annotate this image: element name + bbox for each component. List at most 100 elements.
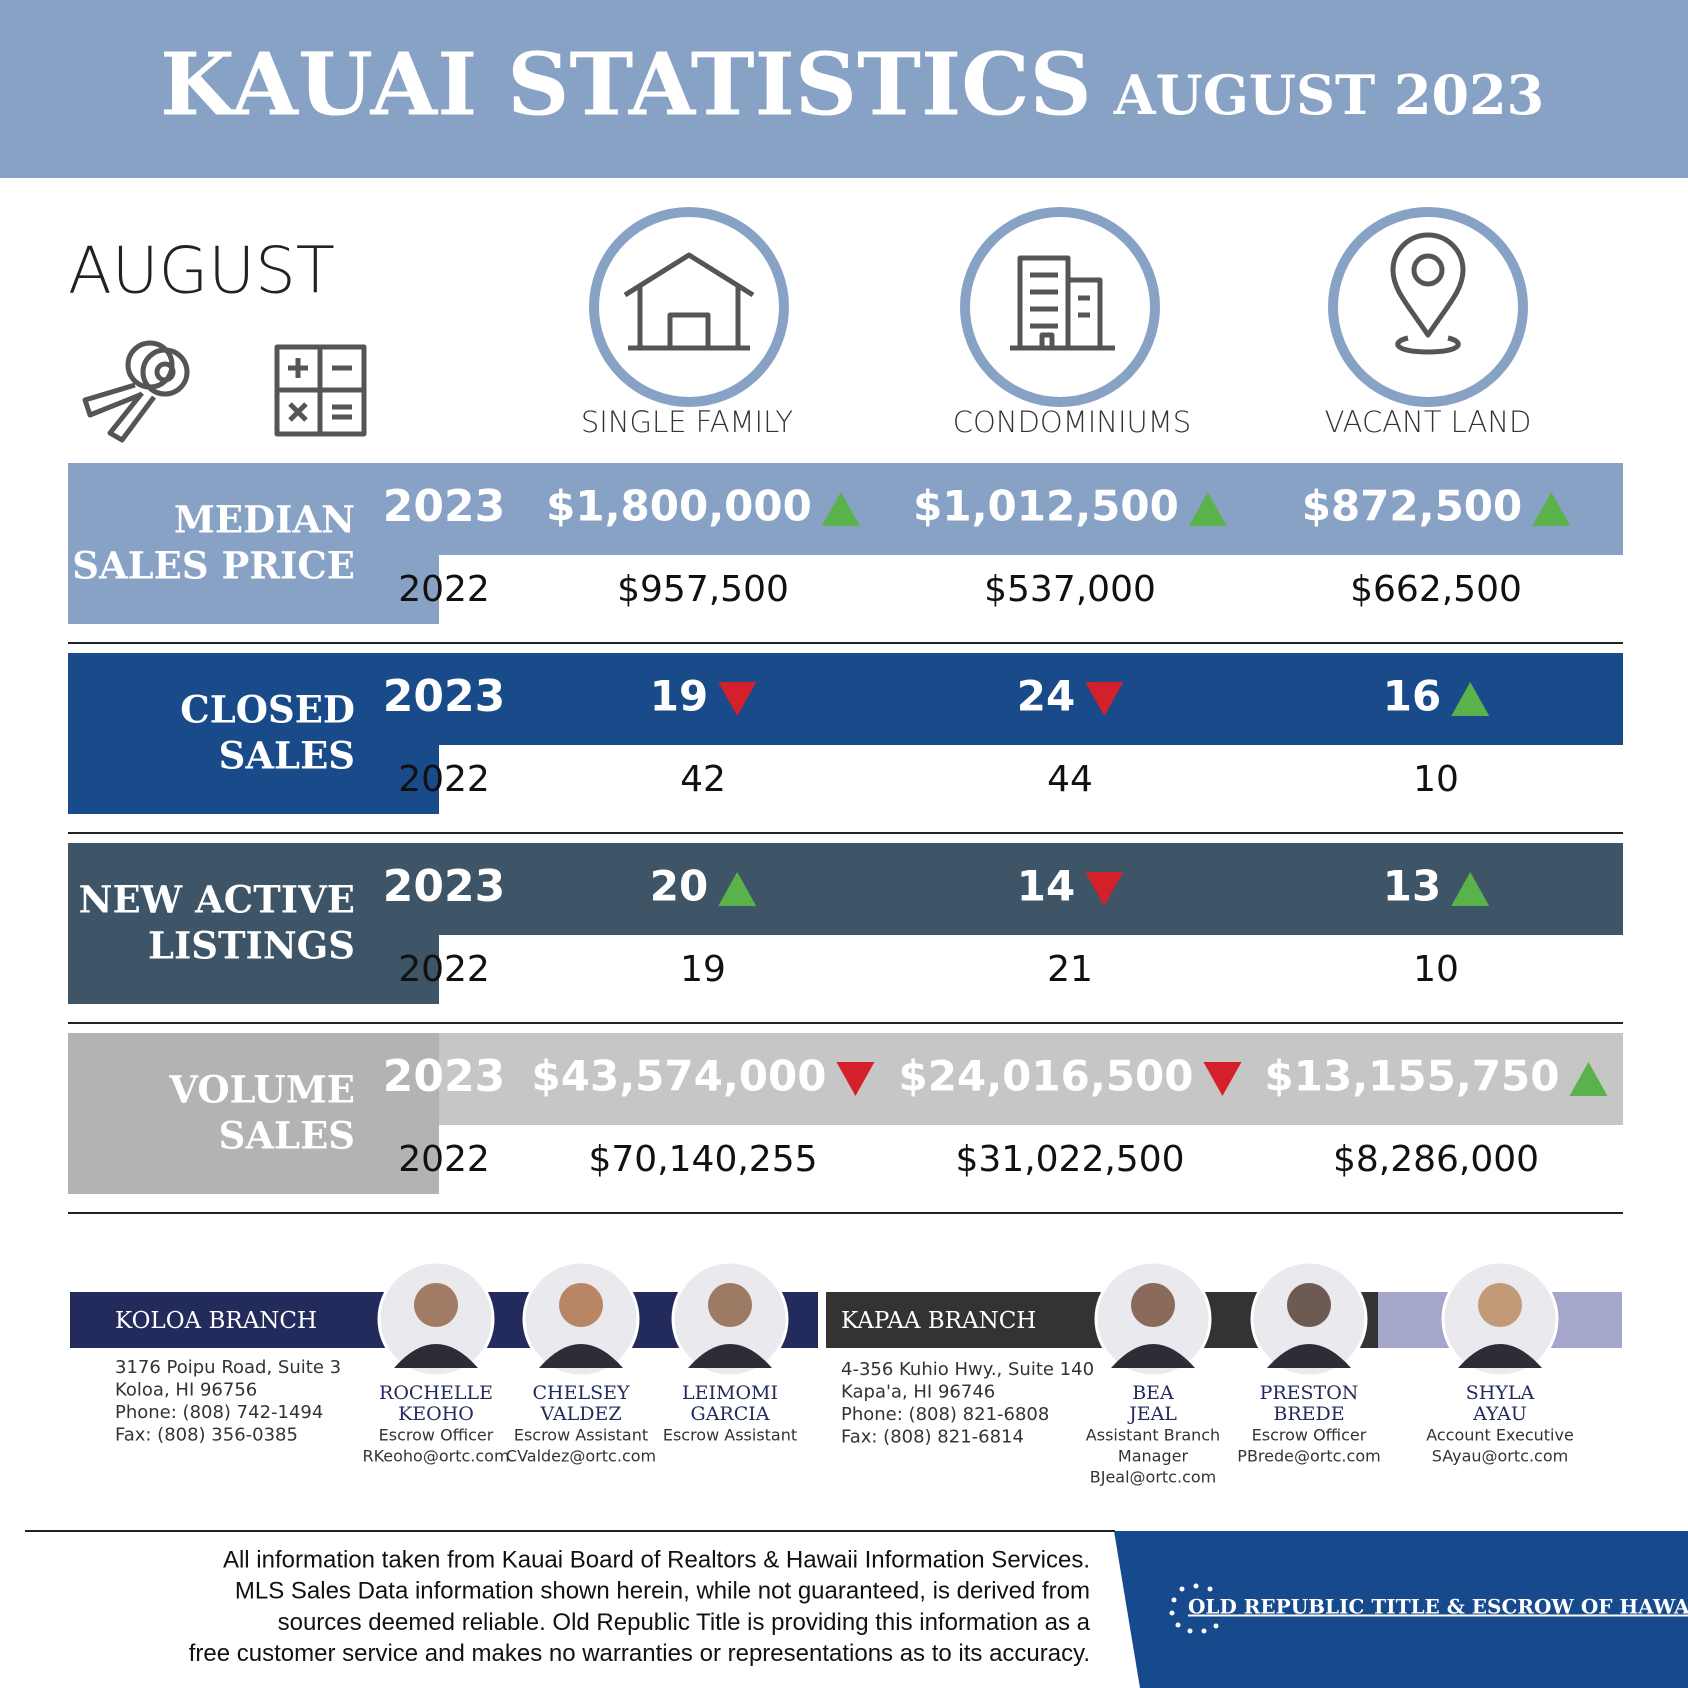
subtitle: AUGUST 2023 [1113, 63, 1544, 127]
staff-email: PBrede@ortc.com [1237, 1447, 1380, 1466]
staff-body [1458, 1344, 1542, 1368]
vacant-land-icon [1328, 207, 1528, 407]
branch-address: Koloa, HI 96756 [115, 1380, 257, 1401]
logo: OLD REPUBLIC TITLE & ESCROW OF HAWAII [1188, 1595, 1688, 1619]
branch-address: Kapa'a, HI 96746 [841, 1382, 995, 1403]
logo-band [1114, 1531, 1688, 1688]
trend-down [1085, 682, 1124, 716]
trend-down [1203, 1062, 1242, 1096]
section-label: SALES PRICE [72, 544, 355, 588]
calculator-icon [274, 344, 367, 437]
value: 42 [680, 759, 726, 800]
staff-role: Escrow Assistant [514, 1426, 648, 1445]
staff-name: BREDE [1273, 1403, 1344, 1425]
staff-role: Assistant Branch [1086, 1426, 1220, 1445]
section-label-box [68, 843, 439, 1004]
value: 10 [1413, 759, 1459, 800]
staff-body [688, 1344, 772, 1368]
staff-role: Escrow Officer [379, 1426, 494, 1445]
value: $957,500 [617, 569, 789, 610]
branch-address: 3176 Poipu Road, Suite 3 [115, 1357, 341, 1378]
value: 44 [1047, 759, 1093, 800]
trend-up [1532, 492, 1571, 526]
column-label: CONDOMINIUMS [953, 405, 1191, 439]
year: 2022 [398, 949, 490, 990]
staff-face [1287, 1283, 1331, 1327]
disclaimer: MLS Sales Data information shown herein,… [235, 1578, 1090, 1605]
header-band [0, 0, 1688, 178]
staff-name: SHYLA [1466, 1382, 1535, 1404]
staff-name: KEOHO [398, 1403, 474, 1425]
value: 19 [650, 672, 708, 721]
column-label: SINGLE FAMILY [581, 405, 794, 439]
year: 2022 [398, 759, 490, 800]
keys-icon [82, 340, 190, 443]
staff-email: SAyau@ortc.com [1432, 1447, 1568, 1466]
value: $662,500 [1350, 569, 1522, 610]
year: 2022 [398, 1139, 490, 1180]
staff-role: Escrow Officer [1252, 1426, 1367, 1445]
staff-name: AYAU [1472, 1403, 1527, 1425]
disclaimer: free customer service and makes no warra… [189, 1640, 1090, 1667]
value: $872,500 [1302, 482, 1523, 531]
trend-up [1451, 682, 1490, 716]
staff-role: Account Executive [1426, 1426, 1574, 1445]
trend-down [718, 682, 757, 716]
section-label: MEDIAN [174, 498, 355, 542]
staff-face [708, 1283, 752, 1327]
staff-name: CHELSEY [532, 1382, 629, 1404]
staff-name: PRESTON [1260, 1382, 1359, 1404]
value: 19 [680, 949, 726, 990]
staff-face [414, 1283, 458, 1327]
section-label: LISTINGS [148, 924, 355, 968]
branch-address: 4-356 Kuhio Hwy., Suite 140 [841, 1359, 1094, 1380]
value: $70,140,255 [588, 1139, 817, 1180]
trend-up [1569, 1062, 1608, 1096]
trend-up [821, 492, 860, 526]
staff-email: RKeoho@ortc.com [362, 1447, 509, 1466]
staff-name: GARCIA [691, 1403, 770, 1425]
staff-body [1111, 1344, 1195, 1368]
staff-body [394, 1344, 478, 1368]
year: 2023 [383, 861, 505, 912]
trend-down [836, 1062, 875, 1096]
value: 13 [1383, 862, 1441, 911]
branch-address: Fax: (808) 821-6814 [841, 1427, 1024, 1448]
disclaimer: All information taken from Kauai Board o… [223, 1546, 1090, 1573]
staff-face [1131, 1283, 1175, 1327]
value: 14 [1017, 862, 1075, 911]
branch-address: Fax: (808) 356-0385 [115, 1425, 298, 1446]
year: 2022 [398, 569, 490, 610]
logo-stars [1169, 1583, 1219, 1634]
value: 16 [1383, 672, 1441, 721]
section-label: SALES [219, 1114, 355, 1158]
section-label: CLOSED [180, 688, 355, 732]
trend-down [1085, 872, 1124, 906]
section-label-box [68, 653, 439, 814]
value: $1,012,500 [913, 482, 1179, 531]
staff-name: BEA [1132, 1382, 1174, 1404]
staff-email: BJeal@ortc.com [1090, 1468, 1216, 1487]
value: 20 [650, 862, 708, 911]
year: 2023 [383, 481, 505, 532]
value: $8,286,000 [1333, 1139, 1539, 1180]
value: $13,155,750 [1265, 1052, 1560, 1101]
section-label-box [68, 463, 439, 624]
section-label-box [68, 1033, 439, 1194]
column-label: VACANT LAND [1325, 405, 1532, 439]
value: 10 [1413, 949, 1459, 990]
staff-name: JEAL [1127, 1403, 1177, 1425]
staff-face [559, 1283, 603, 1327]
section-label: VOLUME [168, 1068, 355, 1112]
staff-name: ROCHELLE [379, 1382, 493, 1404]
value: $31,022,500 [955, 1139, 1184, 1180]
value: 24 [1017, 672, 1075, 721]
branch-address: Phone: (808) 742-1494 [115, 1402, 323, 1423]
year: 2023 [383, 671, 505, 722]
section-label: SALES [219, 734, 355, 778]
staff-name: VALDEZ [539, 1403, 621, 1425]
trend-up [718, 872, 757, 906]
staff-name: LEIMOMI [682, 1382, 778, 1404]
staff-body [539, 1344, 623, 1368]
year: 2023 [383, 1051, 505, 1102]
